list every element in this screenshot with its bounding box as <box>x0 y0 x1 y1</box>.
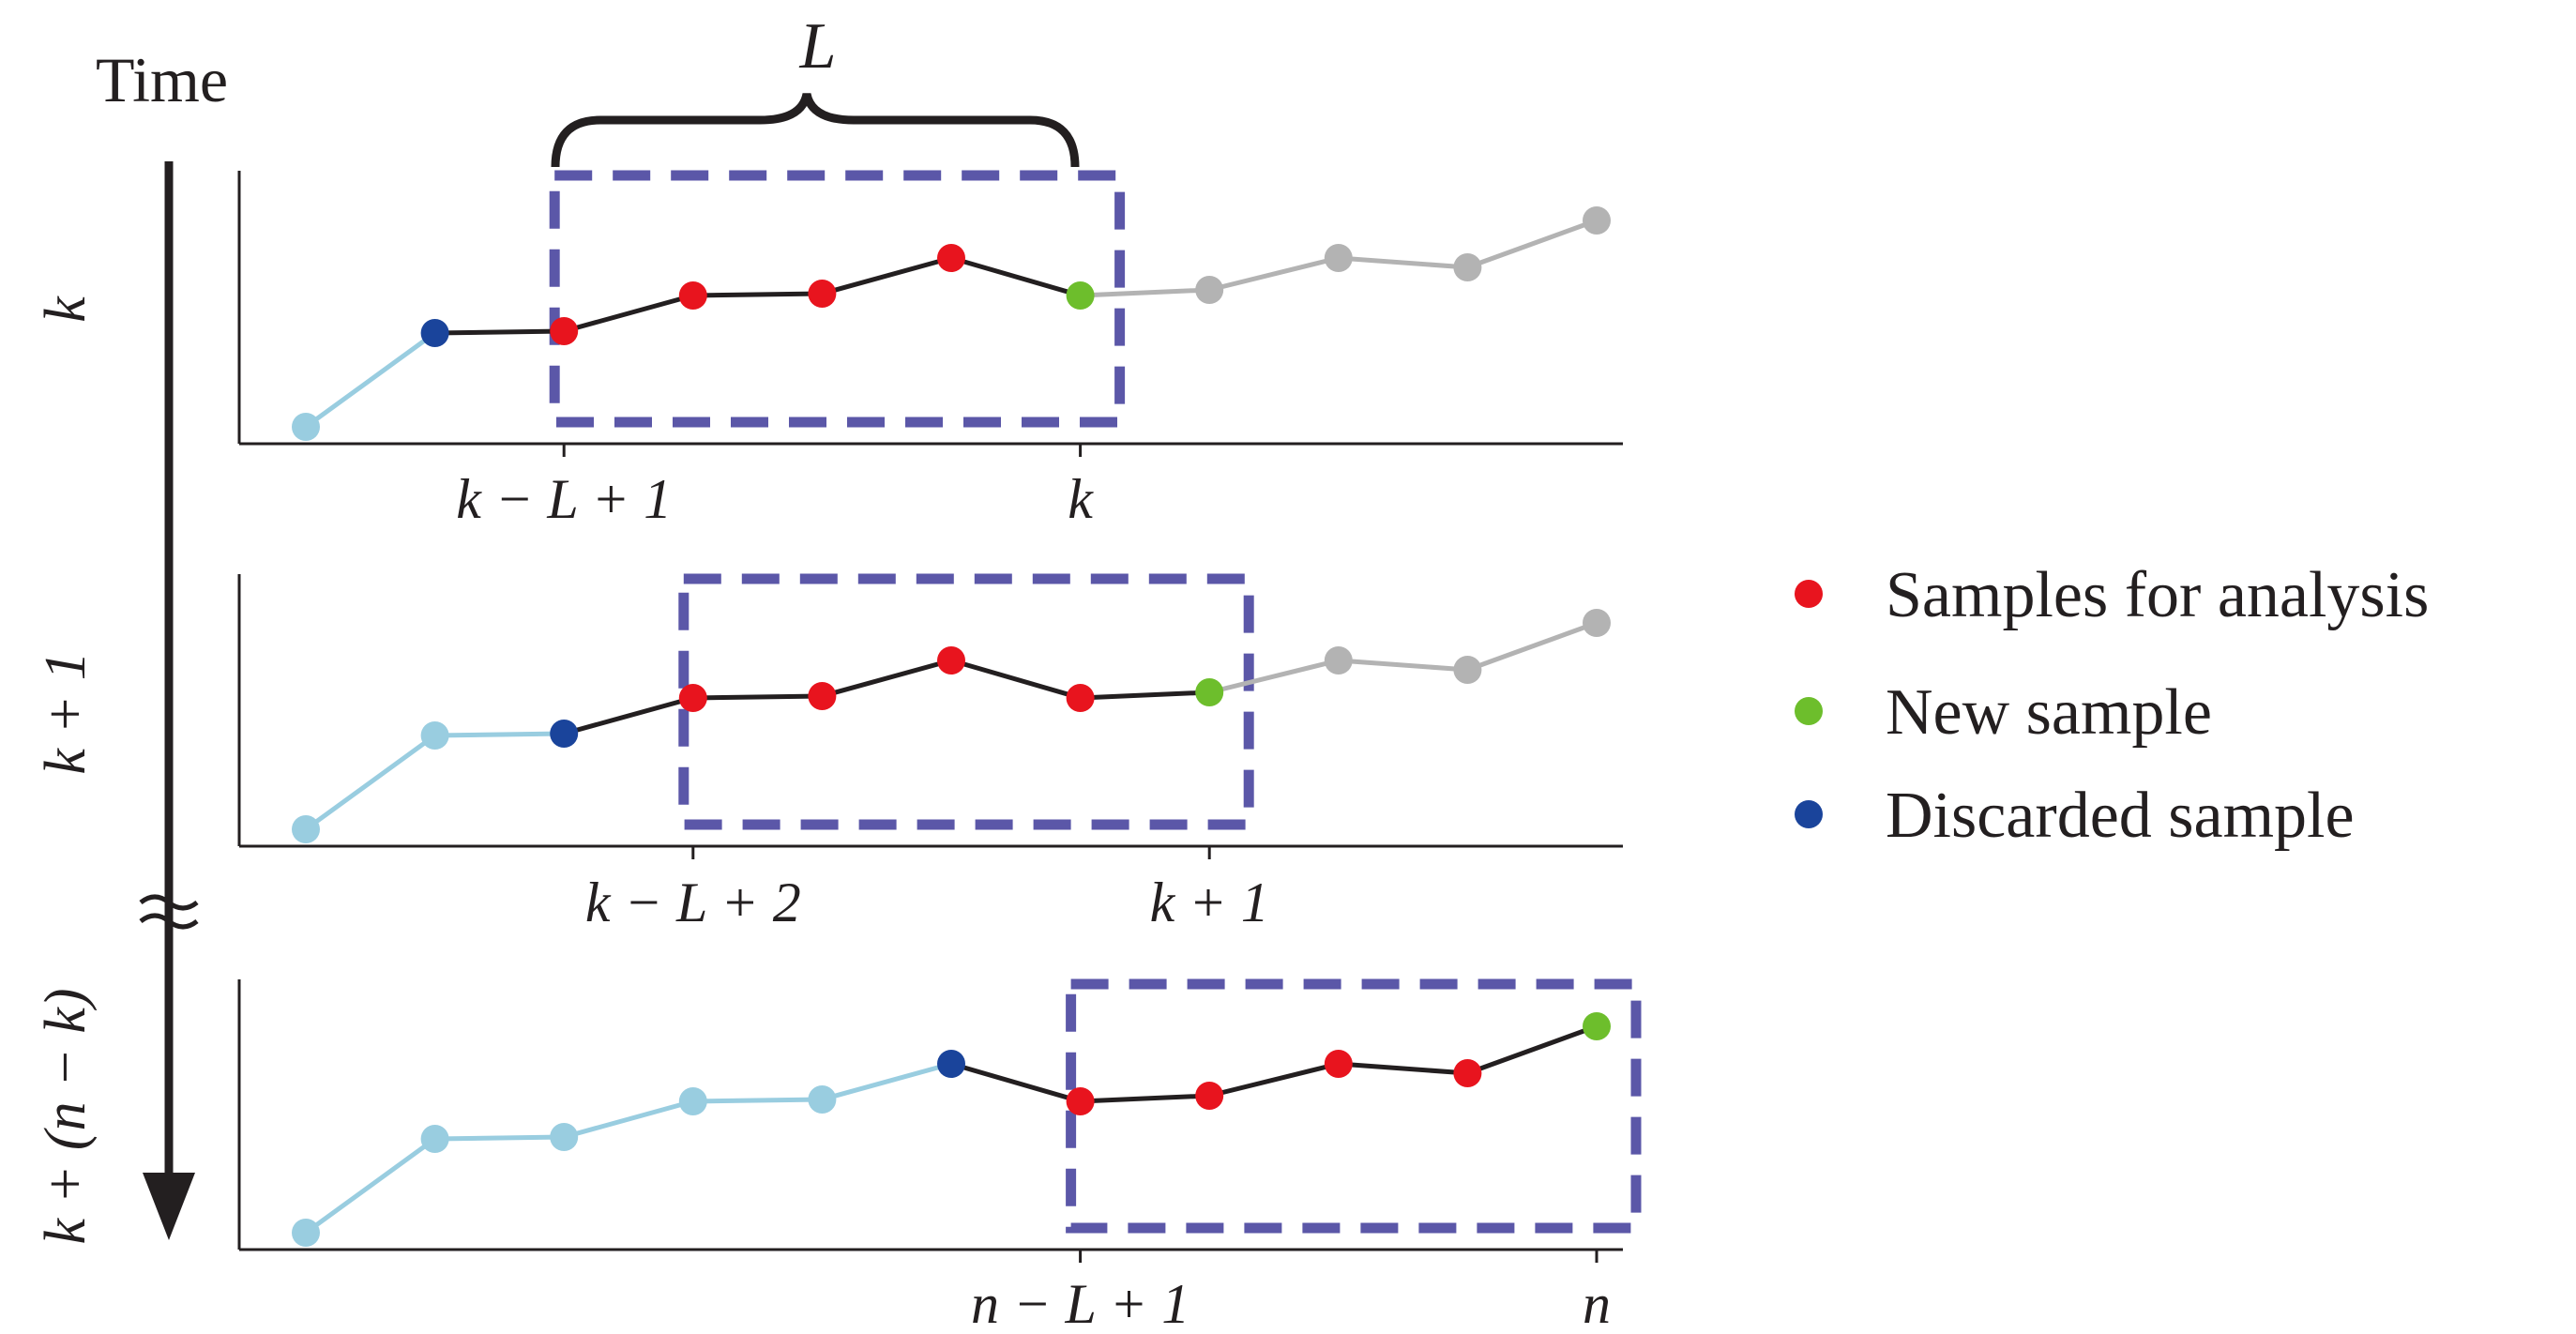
sample-point-future <box>1583 609 1611 637</box>
row-label: k + 1 <box>34 651 98 774</box>
time-arrow-head <box>143 1173 195 1240</box>
series-segment <box>1466 218 1598 270</box>
sample-point-new <box>1195 678 1224 706</box>
sample-point-past <box>808 1085 837 1114</box>
window-brace <box>551 92 1080 168</box>
series-segment <box>563 293 694 334</box>
sample-point-analysis <box>1195 1082 1224 1110</box>
sample-point-discarded <box>550 720 579 748</box>
sample-point-analysis <box>550 317 579 345</box>
legend-label: Samples for analysis <box>1886 559 2429 631</box>
sample-point-analysis <box>678 281 707 310</box>
sample-point-analysis <box>937 646 965 675</box>
series-segment <box>1466 620 1598 673</box>
series-segment <box>950 255 1082 298</box>
row-label: k + (n − k) <box>34 988 98 1244</box>
sample-point-future <box>1195 276 1224 304</box>
sample-point-analysis <box>1453 1059 1482 1087</box>
tick-label: k − L + 1 <box>456 468 672 530</box>
series-segment <box>1208 255 1340 293</box>
series-segment <box>692 1097 823 1104</box>
sample-point-past <box>292 815 320 843</box>
series-segment <box>950 658 1082 701</box>
tick-label: k − L + 2 <box>585 872 801 933</box>
time-break-marks <box>139 894 199 930</box>
sample-point-past <box>292 413 320 441</box>
series-segment <box>1338 1061 1468 1076</box>
series-segment <box>1080 287 1210 298</box>
sample-point-past <box>678 1087 707 1115</box>
sample-point-discarded <box>937 1050 965 1078</box>
series-segment <box>821 255 952 296</box>
sample-point-analysis <box>678 684 707 712</box>
legend-label: New sample <box>1886 676 2212 749</box>
series-segment <box>434 731 565 738</box>
series-segment <box>821 658 952 699</box>
series-segment <box>563 1099 694 1140</box>
sample-point-analysis <box>808 280 837 308</box>
sample-point-past <box>420 1125 449 1153</box>
sample-point-new <box>1583 1012 1611 1040</box>
series-segment <box>434 328 565 336</box>
sample-point-future <box>1453 253 1482 281</box>
panel-2: k + 1 k − L + 2 k + 1 <box>34 573 1623 933</box>
series-segment <box>304 1136 437 1235</box>
sample-point-future <box>1583 206 1611 235</box>
series-segment <box>563 695 694 736</box>
tick-label: n − L + 1 <box>971 1273 1190 1334</box>
tick-label: k + 1 <box>1150 872 1269 933</box>
legend-item-discarded: Discarded sample <box>1795 780 2355 852</box>
series-segment <box>821 1061 952 1102</box>
sample-point-new <box>1066 281 1095 310</box>
analysis-window <box>1066 978 1642 1234</box>
sample-point-past <box>550 1123 579 1151</box>
sample-point-analysis <box>1066 1087 1095 1115</box>
panel-3: k + (n − k) n − L + 1 n <box>34 978 1642 1334</box>
legend-swatch <box>1795 697 1823 725</box>
series-segment <box>434 1134 565 1142</box>
tick-label: k <box>1068 468 1094 530</box>
series-segment <box>1466 1023 1598 1076</box>
analysis-window <box>678 573 1254 830</box>
series-segment <box>1208 658 1340 695</box>
series-segment <box>1208 1061 1340 1099</box>
legend: Samples for analysis New sample Discarded … <box>1795 559 2429 852</box>
sample-point-discarded <box>420 319 449 347</box>
sample-point-analysis <box>1066 684 1095 712</box>
series-segment <box>1080 690 1210 701</box>
series-segment <box>692 693 823 701</box>
sample-point-analysis <box>808 682 837 710</box>
series-segment <box>304 733 437 832</box>
sample-point-future <box>1324 244 1353 272</box>
panels: k k − L + 1 k k + 1 k − L + 2 k + 1 k + (n − k… <box>34 170 1642 1334</box>
series-segment <box>1080 1093 1210 1104</box>
sample-point-future <box>1453 656 1482 684</box>
legend-label: Discarded sample <box>1886 780 2355 852</box>
time-label: Time <box>96 44 228 115</box>
window-length-label: L <box>799 10 837 83</box>
series-segment <box>304 330 437 430</box>
row-label: k <box>34 296 98 323</box>
sample-point-analysis <box>1324 1050 1353 1078</box>
sample-point-past <box>292 1219 320 1247</box>
tick-label: n <box>1583 1273 1611 1334</box>
sample-point-past <box>420 721 449 750</box>
sample-point-analysis <box>937 244 965 272</box>
legend-swatch <box>1795 800 1823 828</box>
series-segment <box>1338 658 1468 673</box>
series-segment <box>950 1061 1082 1104</box>
series-segment <box>692 291 823 298</box>
legend-item-new: New sample <box>1795 676 2212 749</box>
sample-point-future <box>1324 646 1353 675</box>
panel-1: k k − L + 1 k <box>34 170 1623 530</box>
legend-swatch <box>1795 580 1823 608</box>
series-segment <box>1338 255 1468 270</box>
legend-item-analysis: Samples for analysis <box>1795 559 2429 631</box>
analysis-window <box>549 170 1126 428</box>
